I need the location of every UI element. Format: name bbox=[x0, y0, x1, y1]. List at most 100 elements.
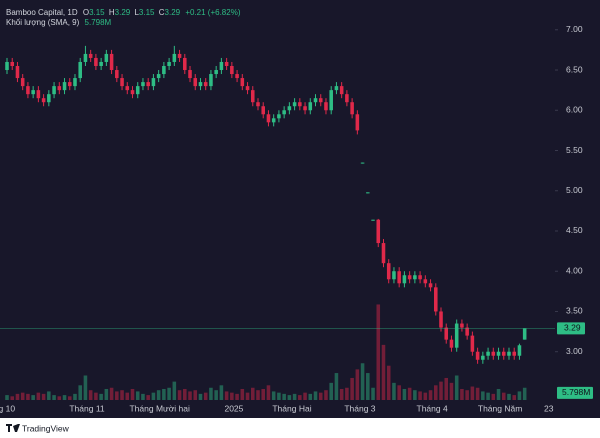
y-tick-label: 6.00 bbox=[566, 105, 583, 115]
volume-bar bbox=[266, 385, 271, 400]
volume-bar bbox=[418, 391, 422, 400]
volume-legend: Khối lượng (SMA, 9) 5.798M bbox=[6, 18, 112, 27]
candle-body bbox=[277, 114, 281, 119]
last-price-label: 3.29 bbox=[564, 323, 581, 333]
volume-bar bbox=[298, 395, 302, 400]
brand-logo bbox=[6, 424, 20, 432]
volume-bar bbox=[198, 393, 203, 400]
candle-body bbox=[141, 82, 145, 87]
volume-bar bbox=[115, 391, 119, 400]
y-tick-label: 4.00 bbox=[566, 265, 583, 275]
volume-bar bbox=[308, 393, 313, 400]
candle-body bbox=[413, 275, 417, 280]
candle-body bbox=[256, 102, 260, 107]
candle-body bbox=[418, 275, 422, 280]
candle-body bbox=[376, 219, 381, 244]
candle-body bbox=[156, 74, 161, 79]
candle-body bbox=[250, 90, 255, 103]
volume-bar bbox=[104, 388, 109, 400]
candle-body bbox=[109, 53, 114, 71]
last-price-tag bbox=[557, 322, 585, 335]
volume-bar bbox=[449, 382, 454, 400]
y-tick-label: 3.00 bbox=[566, 346, 583, 356]
candle-body bbox=[303, 106, 307, 111]
candle-body bbox=[26, 86, 30, 95]
candle-body bbox=[402, 275, 407, 284]
volume-bar bbox=[141, 393, 145, 400]
candle-body bbox=[146, 82, 150, 87]
candle-body bbox=[162, 65, 166, 75]
volume-pane bbox=[5, 304, 527, 400]
volume-bar bbox=[366, 373, 370, 400]
candle-body bbox=[271, 118, 276, 123]
volume-bar bbox=[282, 393, 286, 400]
candle-body bbox=[62, 82, 67, 91]
candle-body bbox=[423, 279, 428, 284]
volume-bar bbox=[313, 391, 318, 400]
candle-body bbox=[135, 86, 140, 95]
volume-bar bbox=[324, 390, 328, 400]
volume-bar bbox=[47, 391, 51, 400]
volume-bar bbox=[486, 392, 490, 400]
volume-bar bbox=[381, 344, 386, 400]
candle-body bbox=[230, 65, 234, 75]
volume-bar bbox=[224, 391, 229, 400]
candle-body bbox=[88, 53, 93, 58]
volume-bar bbox=[318, 392, 323, 400]
volume-bar bbox=[183, 388, 187, 400]
candle-body bbox=[57, 86, 62, 91]
volume-sma: 5.798M bbox=[85, 18, 112, 27]
o-value: 3.15 bbox=[89, 8, 105, 17]
l-label: L bbox=[134, 8, 139, 17]
candle-body bbox=[345, 94, 349, 103]
candle-body bbox=[324, 102, 328, 111]
candle-body bbox=[125, 86, 130, 91]
volume-bar bbox=[386, 365, 391, 400]
candle-body bbox=[381, 243, 386, 264]
volume-bar bbox=[522, 387, 527, 400]
volume-bar bbox=[481, 391, 485, 400]
x-tick-label: Tháng 10 bbox=[0, 403, 15, 413]
volume-bar bbox=[496, 388, 501, 400]
candle-body bbox=[465, 327, 469, 336]
background bbox=[0, 0, 600, 418]
candle-body bbox=[386, 263, 391, 280]
candle-body bbox=[339, 86, 344, 95]
candle-body bbox=[491, 351, 496, 356]
candle-body bbox=[496, 351, 501, 356]
candle-body bbox=[507, 351, 511, 356]
volume-bar bbox=[10, 396, 15, 400]
candle-body bbox=[193, 78, 198, 87]
y-axis: 3.00 3.50 4.00 4.50 5.00 5.50 6.00 6.50 7.00 3.29… bbox=[555, 24, 593, 399]
candle-body bbox=[31, 90, 35, 95]
price-pane bbox=[0, 45, 555, 364]
candle-body bbox=[203, 82, 208, 87]
candle-body bbox=[318, 98, 323, 103]
candle-body bbox=[449, 339, 454, 348]
h-label: H bbox=[109, 8, 115, 17]
candle-body bbox=[47, 94, 51, 103]
candle-body bbox=[183, 57, 187, 71]
candle-body bbox=[282, 110, 286, 115]
volume-bar bbox=[230, 392, 234, 400]
candle-body bbox=[20, 78, 25, 87]
volume-bar bbox=[214, 390, 218, 400]
y-tick-label: 6.50 bbox=[566, 64, 583, 74]
volume-bar bbox=[402, 388, 407, 400]
volume-bar bbox=[261, 388, 266, 400]
x-tick-label: 23 bbox=[544, 403, 554, 413]
volume-bar bbox=[501, 392, 506, 400]
candle-body bbox=[41, 98, 46, 103]
volume-bar bbox=[470, 386, 475, 400]
volume-bar bbox=[517, 391, 522, 400]
candle-body bbox=[371, 219, 375, 221]
volume-bar bbox=[439, 381, 443, 400]
candle-body bbox=[104, 53, 109, 62]
volume-bar bbox=[5, 395, 9, 400]
volume-bar bbox=[491, 393, 496, 400]
volume-bar bbox=[62, 395, 67, 400]
candle-body bbox=[10, 61, 15, 66]
volume-bar bbox=[376, 304, 381, 400]
candle-body bbox=[444, 327, 449, 340]
volume-bar bbox=[41, 393, 46, 400]
